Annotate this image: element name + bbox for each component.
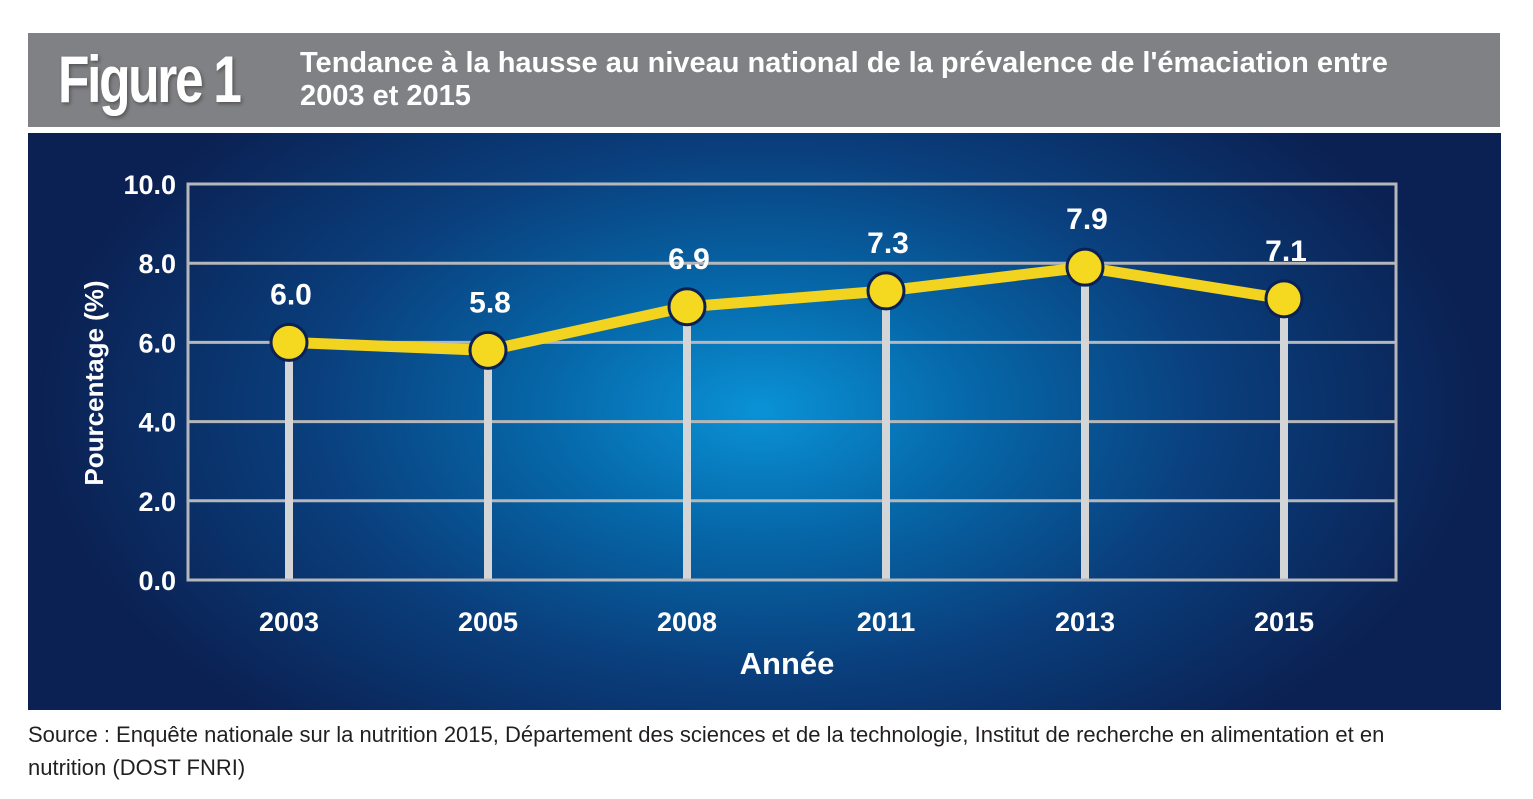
- y-tick-label: 2.0: [138, 487, 176, 517]
- source-note: Source : Enquête nationale sur la nutrit…: [28, 722, 1385, 780]
- x-tick-label: 2005: [458, 607, 518, 637]
- data-label: 6.9: [668, 243, 710, 276]
- gridlines: [188, 182, 1396, 582]
- x-tick-label: 2015: [1254, 607, 1314, 637]
- drop-lines: [285, 267, 1288, 580]
- y-tick-label: 4.0: [138, 408, 176, 438]
- data-label: 7.3: [867, 227, 909, 260]
- y-tick-label: 6.0: [138, 328, 176, 358]
- data-label: 7.1: [1265, 235, 1307, 268]
- data-label: 7.9: [1066, 203, 1108, 236]
- y-tick-label: 10.0: [123, 170, 176, 200]
- data-point: [866, 271, 906, 311]
- x-tick-label: 2011: [857, 607, 916, 637]
- plot-frame: [186, 182, 1398, 582]
- data-label: 5.8: [469, 286, 511, 319]
- chart-title: Tendance à la hausse au niveau national …: [300, 47, 1388, 112]
- x-tick-label: 2008: [657, 607, 717, 637]
- data-labels: 6.0 5.8 6.9 7.3 7.9 7.1: [270, 203, 1307, 319]
- data-point: [269, 322, 309, 362]
- data-point: [667, 287, 707, 327]
- data-point: [1065, 247, 1105, 287]
- figure-label: Figure 1: [58, 42, 242, 116]
- data-point: [468, 330, 508, 370]
- data-point: [1264, 279, 1304, 319]
- x-axis-label: Année: [740, 646, 835, 681]
- data-label: 6.0: [270, 278, 312, 311]
- y-tick-label: 0.0: [138, 566, 176, 596]
- x-tick-labels: 2003 2005 2008 2011 2013 2015: [259, 607, 1314, 637]
- figure-header: Figure 1 Tendance à la hausse au niveau …: [28, 33, 1500, 127]
- series-line: [288, 261, 1285, 356]
- y-axis-label: Pourcentage (%): [79, 280, 109, 485]
- data-points: [269, 247, 1304, 370]
- y-tick-labels: 0.0 2.0 4.0 6.0 8.0 10.0: [123, 170, 176, 596]
- x-tick-label: 2003: [259, 607, 319, 637]
- x-tick-label: 2013: [1055, 607, 1115, 637]
- y-tick-label: 8.0: [138, 249, 176, 279]
